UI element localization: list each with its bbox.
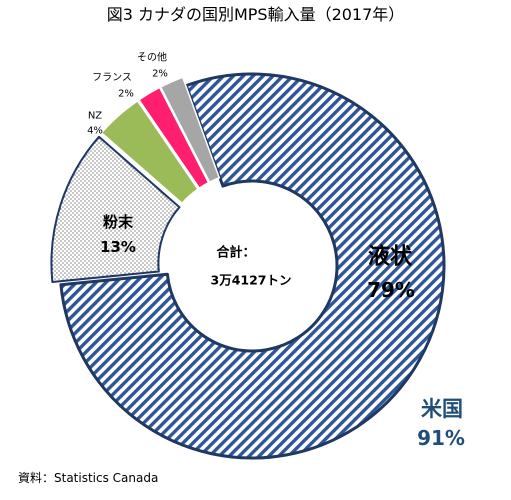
slice-label-other: その他 (137, 51, 167, 64)
slice-value-other: 2% (152, 69, 168, 80)
slice-label-nz: NZ (88, 111, 102, 122)
slice-value-powder: 13% (100, 238, 136, 256)
group-label-usa: 米国 (421, 397, 463, 421)
chart-title: 図3 カナダの国別MPS輸入量（2017年） (106, 5, 405, 24)
slice-label-liquid: 液状 (368, 244, 413, 270)
slice-value-nz: 4% (87, 126, 103, 137)
source-note: 資料：Statistics Canada (18, 471, 159, 485)
donut-slice-nz (100, 100, 199, 205)
slice-value-liquid: 79% (367, 278, 415, 302)
donut-slice-liquid (59, 72, 446, 460)
donut-slice-france (138, 86, 210, 189)
donut-slice-other (159, 76, 221, 183)
slice-label-powder: 粉末 (103, 213, 134, 231)
slice-value-france: 2% (118, 89, 134, 100)
total-value: 3万4127トン (211, 273, 292, 288)
total-label: 合計： (216, 245, 255, 261)
slices-layer (50, 72, 446, 460)
slice-label-france: フランス (92, 72, 132, 84)
group-value-usa: 91% (417, 426, 465, 450)
donut-slice-powder (50, 135, 181, 283)
